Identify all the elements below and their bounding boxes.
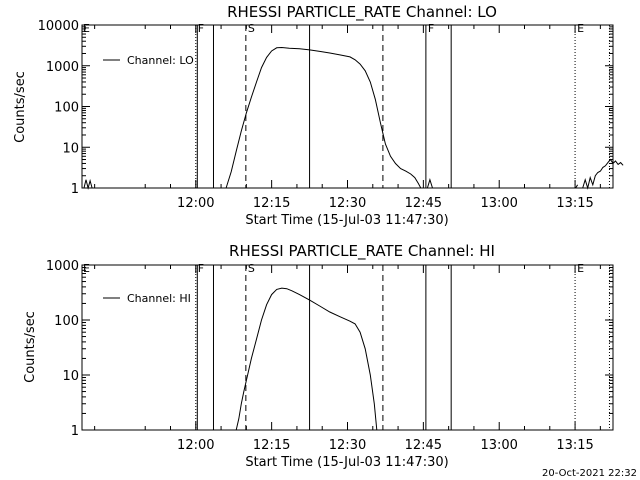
panel-hi-xtick-label-1: 12:15 (253, 438, 290, 453)
panel-hi-frame (81, 264, 614, 431)
panel-hi-series (235, 287, 378, 431)
panel-lo-ytick-label-0: 1 (71, 182, 79, 197)
panel-lo-event-label-3: S (248, 22, 255, 35)
panel-hi-xtick-label-0: 12:00 (177, 438, 214, 453)
panel-lo-ylabel: Counts/sec (13, 71, 28, 143)
panel-lo-event-label-0: F (198, 22, 204, 35)
panel-lo-title: RHESSI PARTICLE_RATE Channel: LO (227, 3, 497, 22)
panel-lo-xlabel: Start Time (15-Jul-03 11:47:30) (245, 213, 448, 228)
panel-hi-series-line-0 (235, 287, 378, 431)
panel-lo-xtick-label-4: 13:00 (480, 196, 517, 211)
panel-hi-event-label-8: E (577, 262, 584, 275)
panel-hi-edge-marker: E (83, 262, 90, 275)
panel-hi-ytick-label-2: 100 (54, 314, 79, 329)
panel-hi-xlabel: Start Time (15-Jul-03 11:47:30) (245, 455, 448, 470)
panel-lo-xtick-label-0: 12:00 (177, 196, 214, 211)
panel-hi-ytick-label-0: 1 (71, 424, 79, 439)
panel-lo: RHESSI PARTICLE_RATE Channel: LO E F S F E 1… (13, 3, 624, 228)
panel-lo-xtick-label-3: 12:45 (405, 196, 442, 211)
panel-lo-series-line-4 (582, 158, 624, 190)
panel-lo-ytick-label-3: 1000 (46, 60, 79, 75)
panel-hi-title: RHESSI PARTICLE_RATE Channel: HI (229, 242, 495, 261)
panel-lo-series (83, 46, 624, 190)
panel-hi-xtick-label-5: 13:15 (556, 438, 593, 453)
panel-hi-xtick-label-3: 12:45 (405, 438, 442, 453)
footer-date: 20-Oct-2021 22:32 (542, 468, 637, 479)
panel-hi-axes: 1 10 100 1000 12:00 12:15 12:30 12:45 13:00 13:15 (46, 259, 613, 453)
panel-hi-ytick-label-3: 1000 (46, 259, 79, 274)
panel-lo-axes: 1 10 100 1000 10000 12:00 12:15 12:30 12:45 13:00… (38, 19, 613, 211)
panel-hi-ylabel: Counts/sec (23, 311, 38, 383)
panel-lo-series-line-1 (225, 46, 422, 189)
panel-lo-frame (81, 24, 614, 189)
panel-lo-series-line-3 (575, 184, 579, 189)
panel-hi-event-label-0: F (198, 262, 204, 275)
panel-hi-event-label-3: S (248, 262, 255, 275)
panel-lo-legend-label: Channel: LO (127, 54, 194, 67)
panel-lo-ytick-label-1: 10 (62, 141, 79, 156)
panel-lo-xtick-label-5: 13:15 (556, 196, 593, 211)
panel-lo-xtick-label-2: 12:30 (329, 196, 366, 211)
panel-lo-series-line-0 (83, 178, 93, 190)
panel-lo-ytick-label-4: 10000 (38, 19, 79, 34)
panel-lo-series-line-2 (426, 177, 433, 189)
panel-hi-legend-label: Channel: HI (127, 292, 191, 305)
panel-lo-ytick-label-2: 100 (54, 101, 79, 116)
panel-hi-ytick-label-1: 10 (62, 369, 79, 384)
panel-lo-event-label-8: E (577, 22, 584, 35)
panel-lo-event-label-6: F (428, 22, 434, 35)
panel-hi-xtick-label-2: 12:30 (329, 438, 366, 453)
panel-lo-edge-marker: E (83, 22, 90, 35)
panel-hi-xtick-label-4: 13:00 (480, 438, 517, 453)
panel-lo-xtick-label-1: 12:15 (253, 196, 290, 211)
